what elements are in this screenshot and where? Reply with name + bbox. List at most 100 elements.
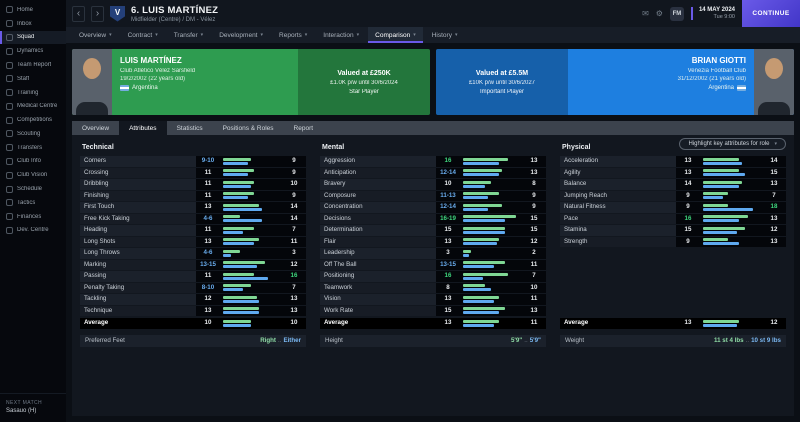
tab-development[interactable]: Development ▾	[212, 27, 270, 43]
player-card-left[interactable]: LUIS MARTÍNEZ Club Atlético Vélez Sarsfi…	[72, 49, 430, 115]
subtab-positions-roles[interactable]: Positions & Roles	[222, 124, 274, 132]
chevron-down-icon: ▾	[774, 141, 777, 147]
sidebar-item-competitions[interactable]: Competitions	[0, 113, 66, 127]
sidebar-item-home[interactable]: Home	[0, 3, 66, 17]
left-player-value: Right	[260, 337, 276, 344]
tab-reports[interactable]: Reports ▾	[272, 27, 314, 43]
left-player-value: 11	[196, 271, 220, 282]
comparison-bar	[700, 236, 762, 247]
left-player-value: 9-10	[196, 156, 220, 167]
right-player-value: 13	[282, 305, 306, 316]
right-player-bar	[703, 207, 754, 211]
left-player-value: 9	[676, 236, 700, 247]
sidebar-item-tactics[interactable]: Tactics	[0, 196, 66, 210]
attribute-label: Long Throws	[80, 248, 196, 259]
subtab-report[interactable]: Report	[293, 124, 314, 132]
sidebar-item-label: Home	[17, 6, 34, 13]
highlight-role-dropdown[interactable]: Highlight key attributes for role ▾	[679, 138, 786, 150]
left-player-value: 16	[676, 213, 700, 224]
right-player-bar	[223, 253, 232, 257]
sidebar-item-inbox[interactable]: Inbox	[0, 17, 66, 31]
player-name: BRIAN GIOTTI	[691, 56, 746, 65]
summary-values: 5'9".. 5'9"	[511, 337, 541, 344]
left-player-value: 11	[196, 179, 220, 190]
right-player-value: 5'9"	[529, 337, 541, 344]
attribute-label: Tackling	[80, 294, 196, 305]
right-player-bar	[463, 242, 497, 246]
sidebar-item-dynamics[interactable]: Dynamics	[0, 44, 66, 58]
attribute-label: Passing	[80, 271, 196, 282]
sidebar-item-team-report[interactable]: Team Report	[0, 58, 66, 72]
sidebar-item-label: Squad	[17, 34, 35, 41]
subtab-attributes[interactable]: Attributes	[119, 121, 167, 135]
left-player-value: 13	[436, 294, 460, 305]
summary-row-weight: Weight 11 st 4 lbs.. 10 st 9 lbs	[560, 334, 786, 347]
gear-icon[interactable]: ⚙	[655, 9, 663, 18]
left-player-value: 13	[196, 202, 220, 213]
right-player-bar	[703, 219, 740, 223]
right-player-bar	[703, 323, 737, 327]
main-area: ‹ › V 6. LUIS MARTÍNEZ Midfielder (Centr…	[66, 0, 800, 422]
player-name: LUIS MARTÍNEZ	[120, 56, 182, 65]
sidebar-item-medical-centre[interactable]: Medical Centre	[0, 99, 66, 113]
sidebar-item-scouting[interactable]: Scouting	[0, 127, 66, 141]
right-player-value: 13	[282, 294, 306, 305]
sidebar-item-schedule[interactable]: Schedule	[0, 182, 66, 196]
forward-button[interactable]: ›	[91, 5, 104, 22]
summary-label: Weight	[565, 337, 585, 344]
attribute-row-free-kick-taking: Free Kick Taking 4-6 14	[80, 213, 306, 224]
sidebar-item-transfers[interactable]: Transfers	[0, 141, 66, 155]
club-info-icon	[6, 157, 13, 165]
left-player-value: 16	[436, 271, 460, 282]
attribute-row-pace: Pace 16 13	[560, 213, 786, 224]
sidebar-item-club-info[interactable]: Club Info	[0, 155, 66, 169]
right-player-bar	[463, 219, 505, 223]
subtab-statistics[interactable]: Statistics	[176, 124, 203, 132]
left-player-bar	[463, 272, 508, 276]
sidebar-item-staff[interactable]: Staff	[0, 72, 66, 86]
sidebar-item-squad[interactable]: Squad	[0, 30, 66, 45]
sidebar-item-dev-centre[interactable]: Dev. Centre	[0, 224, 66, 238]
comparison-bar	[460, 167, 522, 178]
next-match-panel[interactable]: NEXT MATCH Sasauo (H)	[0, 393, 66, 422]
sidebar-item-finances[interactable]: Finances	[0, 210, 66, 224]
right-player-value: 9	[522, 190, 546, 201]
left-player-bar	[223, 295, 257, 299]
back-button[interactable]: ‹	[72, 5, 85, 22]
continue-button[interactable]: CONTINUE	[742, 0, 800, 27]
comparison-bar	[700, 156, 762, 167]
attribute-label: Decisions	[320, 213, 436, 224]
average-row: Average 10 10	[80, 318, 306, 329]
right-player-bar	[223, 242, 254, 246]
right-player-bar	[463, 323, 494, 327]
chevron-down-icon: ▾	[260, 32, 264, 38]
tab-interaction[interactable]: Interaction ▾	[316, 27, 366, 43]
tab-transfer[interactable]: Transfer ▾	[167, 27, 210, 43]
medical-centre-icon	[6, 102, 13, 110]
comparison-bar	[220, 225, 282, 236]
right-player-value: 9	[282, 190, 306, 201]
sidebar-item-training[interactable]: Training	[0, 86, 66, 100]
left-player-bar	[703, 157, 740, 161]
right-player-value: 13	[522, 305, 546, 316]
left-player-bar	[223, 272, 254, 276]
tab-comparison[interactable]: Comparison ▾	[368, 27, 423, 43]
right-player-value: 14	[762, 156, 786, 167]
player-photo-left	[72, 49, 112, 115]
finances-icon	[6, 213, 13, 221]
left-player-value: 11	[196, 225, 220, 236]
right-player-value: 10 st 9 lbs	[751, 337, 781, 344]
sidebar-item-club-vision[interactable]: Club Vision	[0, 168, 66, 182]
attribute-row-work-rate: Work Rate 15 13	[320, 305, 546, 316]
left-player-bar	[463, 215, 517, 219]
attribute-row-positioning: Positioning 16 7	[320, 271, 546, 282]
subtab-overview[interactable]: Overview	[82, 124, 110, 132]
tab-contract[interactable]: Contract ▾	[121, 27, 165, 43]
left-player-bar	[463, 238, 500, 242]
right-player-bar	[463, 173, 500, 177]
tab-overview[interactable]: Overview ▾	[72, 27, 119, 43]
right-player-value: 2	[522, 248, 546, 259]
tab-history[interactable]: History ▾	[425, 27, 465, 43]
player-card-right[interactable]: Valued at £5.5M £10K p/w until 30/6/2027…	[436, 49, 794, 115]
mail-icon[interactable]: ✉	[642, 9, 649, 18]
